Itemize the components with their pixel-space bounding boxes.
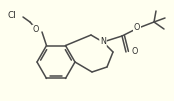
Text: N: N <box>100 37 106 46</box>
Text: Cl: Cl <box>7 11 16 19</box>
Text: O: O <box>33 25 39 35</box>
Text: O: O <box>134 23 140 32</box>
Text: O: O <box>131 46 137 56</box>
